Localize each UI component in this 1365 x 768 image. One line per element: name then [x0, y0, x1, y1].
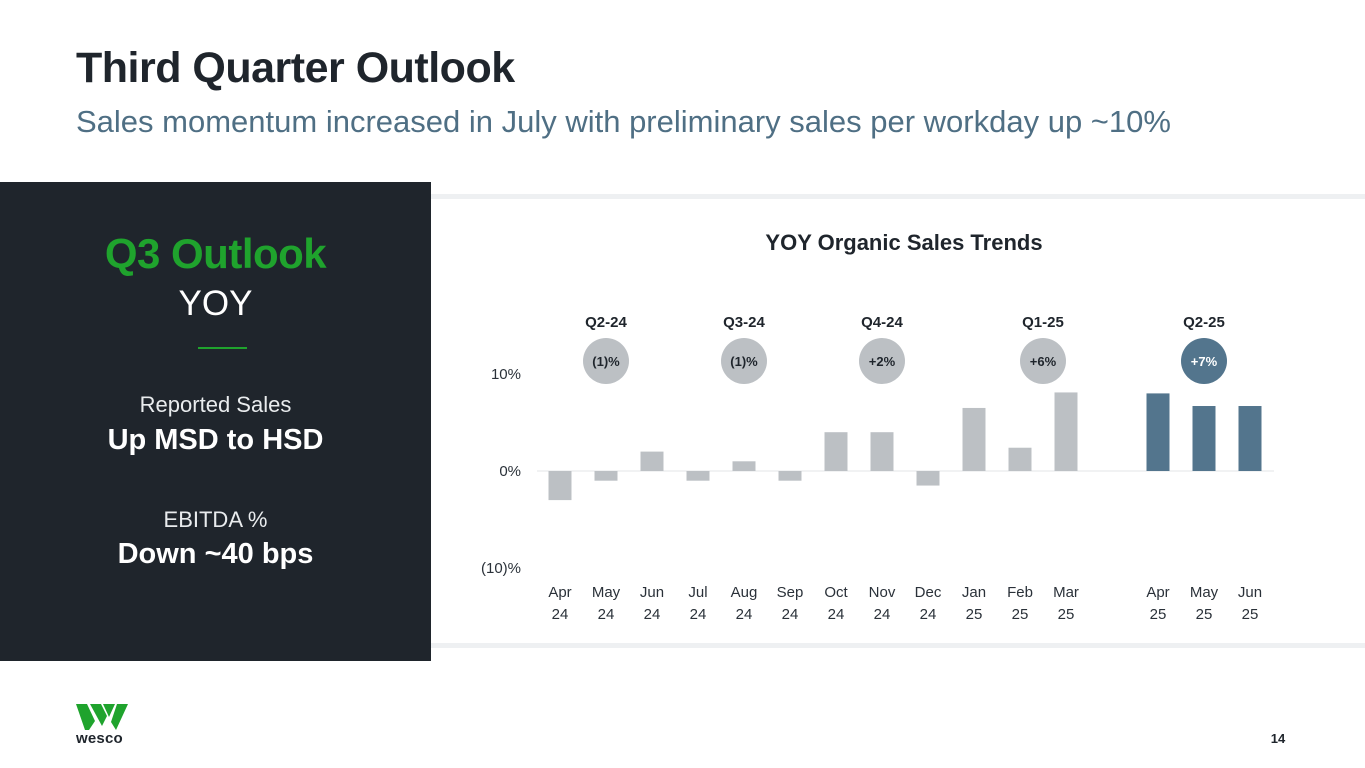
bar-jan-25	[962, 407, 986, 471]
x-tick-year: 24	[920, 606, 937, 623]
quarter-growth-value: (1)%	[730, 354, 758, 369]
quarter-growth-value: +2%	[869, 354, 896, 369]
bar-dec-24	[916, 471, 940, 486]
x-tick-year: 24	[552, 606, 569, 623]
x-tick-month: Feb	[1007, 584, 1033, 601]
y-tick-label: 10%	[491, 366, 521, 383]
x-tick-year: 25	[1058, 606, 1075, 623]
bar-nov-24	[870, 432, 894, 471]
bar-aug-24	[732, 461, 756, 471]
x-tick-month: Sep	[777, 584, 804, 601]
y-tick-label: 0%	[499, 463, 521, 480]
bar-may-24	[594, 471, 618, 481]
x-tick-month: Mar	[1053, 584, 1079, 601]
x-tick-year: 25	[1242, 606, 1259, 623]
quarter-growth-value: +7%	[1191, 354, 1218, 369]
wesco-logo-icon	[76, 704, 128, 730]
y-tick-label: (10)%	[481, 560, 521, 577]
x-tick-year: 25	[1196, 606, 1213, 623]
x-tick-year: 25	[1150, 606, 1167, 623]
x-tick-year: 25	[966, 606, 983, 623]
x-tick-year: 24	[782, 606, 799, 623]
x-tick-year: 24	[874, 606, 891, 623]
bar-feb-25	[1008, 447, 1032, 471]
x-tick-year: 24	[644, 606, 661, 623]
x-tick-year: 24	[690, 606, 707, 623]
bar-may-25	[1192, 406, 1216, 471]
outlook-divider	[198, 347, 247, 349]
slide-subtitle: Sales momentum increased in July with pr…	[76, 104, 1171, 139]
outlook-title: Q3 Outlook	[104, 230, 327, 277]
x-tick-month: Aug	[731, 584, 758, 601]
bar-jun-25	[1238, 406, 1262, 471]
page-number: 14	[1270, 731, 1286, 746]
x-tick-month: Oct	[824, 584, 848, 601]
x-tick-year: 24	[736, 606, 753, 623]
outlook-subtitle: YOY	[178, 284, 253, 323]
x-tick-year: 25	[1012, 606, 1029, 623]
x-tick-year: 24	[598, 606, 615, 623]
bar-apr-24	[548, 471, 572, 501]
quarter-growth-value: (1)%	[592, 354, 620, 369]
chart-title: YOY Organic Sales Trends	[765, 230, 1042, 255]
x-tick-month: Apr	[1146, 584, 1169, 601]
bar-jul-24	[686, 471, 710, 481]
quarter-label: Q2-25	[1183, 314, 1225, 331]
quarter-label: Q4-24	[861, 314, 903, 331]
quarter-bubble	[721, 338, 767, 384]
quarter-bubble	[583, 338, 629, 384]
bar-oct-24	[824, 432, 848, 471]
quarter-label: Q1-25	[1022, 314, 1064, 331]
ebitda-label: EBITDA %	[163, 507, 268, 532]
quarter-growth-value: +6%	[1030, 354, 1057, 369]
quarter-bubble	[1181, 338, 1227, 384]
x-tick-month: Jun	[1238, 584, 1262, 601]
quarter-bubble	[859, 338, 905, 384]
slide-title: Third Quarter Outlook	[76, 44, 515, 92]
quarter-bubble	[1020, 338, 1066, 384]
x-tick-month: May	[592, 584, 621, 601]
x-tick-month: Dec	[915, 584, 942, 601]
ebitda-value: Down ~40 bps	[117, 538, 314, 570]
x-tick-year: 24	[828, 606, 845, 623]
bar-jun-24	[640, 451, 664, 471]
x-tick-month: Apr	[548, 584, 571, 601]
bar-apr-25	[1146, 393, 1170, 471]
x-tick-month: Jun	[640, 584, 664, 601]
x-tick-month: Jan	[962, 584, 986, 601]
bar-sep-24	[778, 471, 802, 481]
quarter-label: Q3-24	[723, 314, 765, 331]
reported-sales-label: Reported Sales	[139, 392, 292, 417]
bar-mar-25	[1054, 392, 1078, 471]
reported-sales-value: Up MSD to HSD	[107, 424, 324, 456]
quarter-label: Q2-24	[585, 314, 627, 331]
x-tick-month: May	[1190, 584, 1219, 601]
outlook-panel: Q3 Outlook YOY Reported Sales Up MSD to …	[0, 182, 431, 661]
logo-text: wesco	[76, 730, 123, 747]
organic-sales-chart: YOY Organic Sales Trends 10% 0% (10)% Apr 24…	[481, 230, 1274, 623]
x-tick-month: Nov	[869, 584, 896, 601]
x-tick-month: Jul	[688, 584, 707, 601]
